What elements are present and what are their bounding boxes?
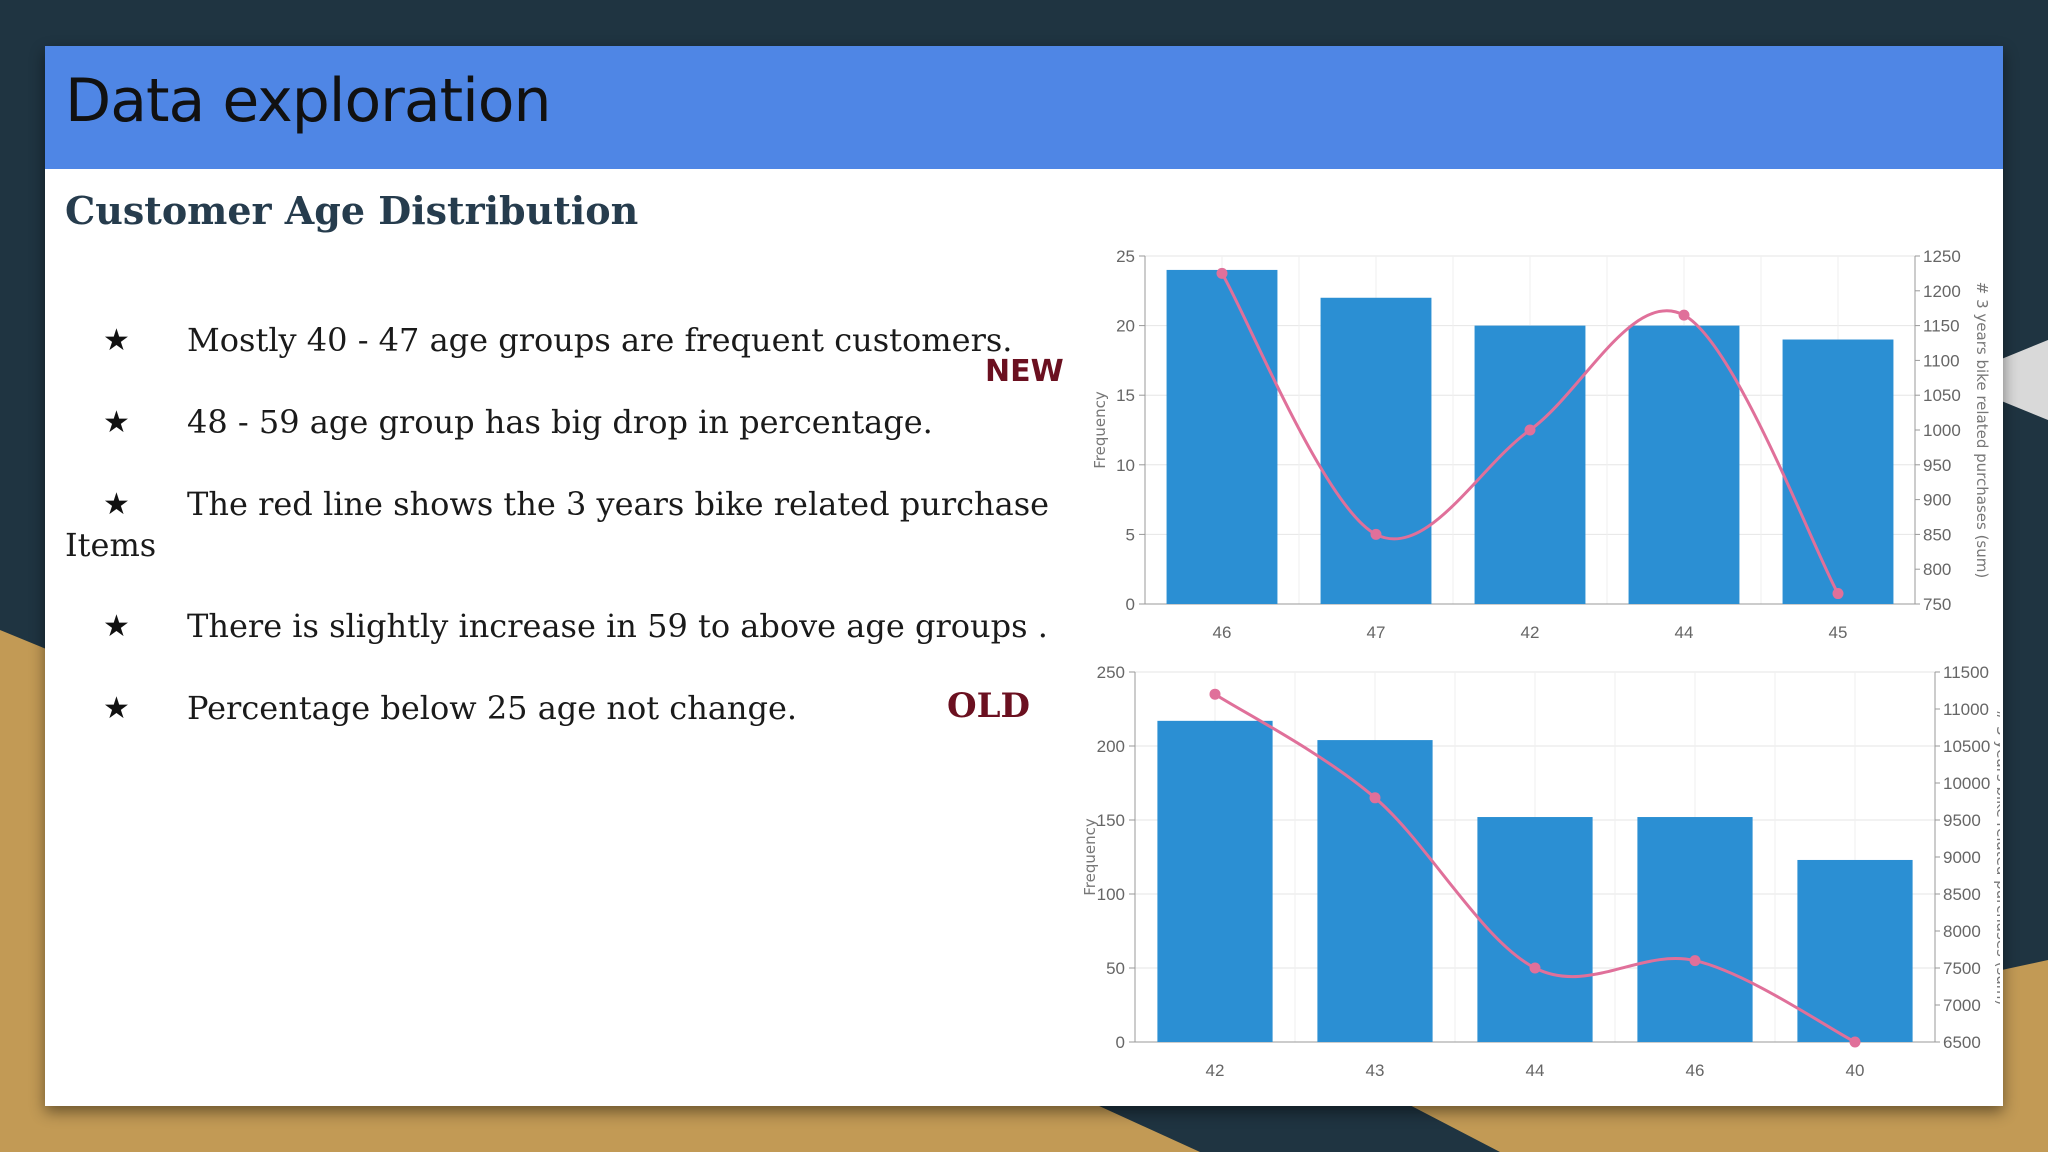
bullet-text: The red line shows the 3 years bike rela…	[187, 485, 1050, 523]
bar	[1157, 720, 1273, 1042]
y2-tick-label: 950	[1923, 456, 1951, 475]
x-tick-label: 44	[1526, 1061, 1545, 1080]
y-tick-label: 25	[1116, 247, 1135, 266]
x-tick-label: 46	[1213, 623, 1232, 641]
y-tick-label: 100	[1097, 885, 1125, 904]
y-tick-label: 10	[1116, 456, 1135, 475]
y2-tick-label: 1150	[1923, 317, 1960, 336]
purchases-point	[1678, 309, 1690, 321]
y2-tick-label: 8000	[1943, 922, 1981, 941]
y2-tick-label: 10500	[1943, 737, 1990, 756]
bar	[1166, 269, 1278, 604]
y2-tick-label: 900	[1923, 491, 1951, 510]
tag-old: OLD	[947, 686, 1031, 726]
star-icon: ★	[103, 609, 130, 644]
x-tick-label: 45	[1829, 623, 1848, 641]
y2-tick-label: 11500	[1943, 663, 1989, 682]
slide-subtitle: Customer Age Distribution	[65, 188, 639, 233]
y2-tick-label: 1050	[1923, 386, 1961, 405]
y2-tick-label: 11000	[1943, 700, 1989, 719]
y-tick-label: 250	[1097, 663, 1125, 682]
y2-tick-label: 8500	[1943, 885, 1981, 904]
y-tick-label: 5	[1126, 525, 1135, 544]
x-tick-label: 47	[1367, 623, 1386, 641]
y2-tick-label: 750	[1923, 595, 1951, 614]
y2-tick-label: 9500	[1943, 811, 1981, 830]
x-tick-label: 40	[1846, 1061, 1865, 1080]
y2-tick-label: 10000	[1943, 774, 1990, 793]
bullet-text: 48 - 59 age group has big drop in percen…	[187, 403, 933, 441]
y-tick-label: 15	[1116, 386, 1135, 405]
y-tick-label: 20	[1116, 317, 1135, 336]
purchases-point	[1216, 267, 1228, 279]
y2-tick-label: 1250	[1923, 247, 1961, 266]
y2-axis-label: # 3 years bike related purchases (sum)	[1973, 282, 1991, 578]
bar	[1628, 325, 1740, 604]
purchases-point	[1849, 1036, 1861, 1048]
y-axis-label: Frequency	[1091, 391, 1109, 469]
chart-old: 0 50 100 150 200 250 6500 7000 7500 8000 8500 9000 9…	[1081, 663, 2000, 1080]
y-tick-label: 200	[1097, 737, 1125, 756]
y2-tick-label: 1200	[1923, 282, 1961, 301]
slide: Data exploration Customer Age Distributi…	[45, 46, 2003, 1106]
x-tick-label: 42	[1206, 1061, 1225, 1080]
tag-new: NEW	[985, 354, 1064, 389]
x-tick-label: 42	[1521, 623, 1540, 641]
purchases-point	[1832, 588, 1844, 600]
bar	[1320, 297, 1432, 604]
bar	[1317, 740, 1433, 1042]
x-tick-label: 43	[1366, 1061, 1385, 1080]
star-icon: ★	[103, 405, 130, 440]
star-icon: ★	[103, 691, 130, 726]
x-tick-label: 44	[1675, 623, 1694, 641]
bar	[1797, 859, 1913, 1042]
bullet-text: Mostly 40 - 47 age groups are frequent c…	[187, 321, 1013, 359]
purchases-point	[1529, 962, 1541, 974]
y2-tick-label: 7500	[1943, 959, 1981, 978]
bullet-text: Percentage below 25 age not change.	[187, 689, 798, 727]
y2-tick-label: 1000	[1923, 421, 1961, 440]
y-axis-label: Frequency	[1081, 818, 1099, 896]
bullet-text-continuation: Items	[65, 526, 157, 564]
bullet-text: There is slightly increase in 59 to abov…	[187, 607, 1048, 645]
y2-tick-label: 1100	[1923, 351, 1960, 370]
y2-tick-label: 850	[1923, 525, 1951, 544]
y-tick-label: 0	[1126, 595, 1135, 614]
purchases-point	[1370, 528, 1382, 540]
y2-tick-label: 6500	[1943, 1033, 1981, 1052]
x-tick-label: 46	[1686, 1061, 1705, 1080]
slide-title: Data exploration	[65, 66, 552, 136]
purchases-point	[1689, 955, 1701, 967]
bar	[1477, 817, 1593, 1042]
y2-axis-label: # 3 years bike related purchases (sum)	[1993, 709, 2000, 1005]
bar	[1637, 817, 1753, 1042]
y2-tick-label: 800	[1923, 560, 1951, 579]
slide-header: Data exploration	[45, 46, 2003, 169]
y-tick-label: 150	[1097, 811, 1125, 830]
y-tick-label: 50	[1106, 959, 1125, 978]
star-icon: ★	[103, 323, 130, 358]
star-icon: ★	[103, 487, 130, 522]
y2-tick-label: 9000	[1943, 848, 1981, 867]
y-tick-label: 0	[1116, 1033, 1125, 1052]
chart-new: 0 5 10 15 20 25 750 800 850 900 950 1000 1050 1100 115…	[1091, 247, 1991, 641]
bar	[1782, 339, 1894, 604]
y2-tick-label: 7000	[1943, 996, 1981, 1015]
purchases-point	[1524, 424, 1536, 436]
purchases-point	[1369, 792, 1381, 804]
purchases-point	[1209, 688, 1221, 700]
